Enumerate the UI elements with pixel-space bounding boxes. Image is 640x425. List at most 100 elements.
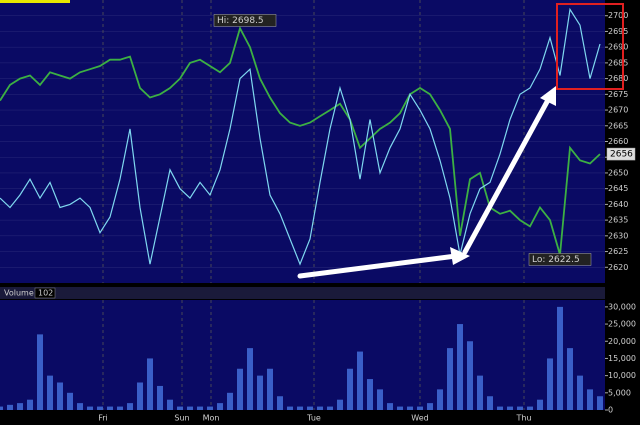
arrows [297, 86, 556, 279]
volume-bar [157, 385, 163, 410]
volume-bar [107, 406, 113, 410]
annotation: 2656 [610, 150, 633, 160]
x-tick-label: Mon [203, 414, 220, 423]
volume-bar [167, 399, 173, 410]
y-tick-label: 0 [608, 406, 613, 415]
volume-bar [197, 406, 203, 410]
y-tick-label: 2635 [608, 216, 628, 225]
volume-bar [517, 406, 523, 410]
volume-bar [177, 406, 183, 410]
volume-bar [457, 324, 463, 410]
volume-bar [97, 406, 103, 410]
volume-bar [487, 396, 493, 410]
volume-bar [137, 382, 143, 410]
y-tick-label: 2660 [608, 137, 628, 146]
volume-bar [127, 403, 133, 410]
y-tick-label: 2690 [608, 43, 628, 52]
volume-bar [507, 406, 513, 410]
y-tick-label: 5,000 [608, 388, 631, 397]
volume-bar [417, 406, 423, 410]
arrow-head [450, 247, 470, 265]
volume-bar [567, 348, 573, 410]
x-tick-label: Sun [174, 414, 189, 423]
volume-bar [267, 368, 273, 410]
series-line [0, 7, 601, 266]
volume-bar [337, 399, 343, 410]
volume-bar [227, 392, 233, 410]
volume-bar [357, 351, 363, 410]
annotation-box [528, 253, 592, 266]
annotation-box [606, 147, 636, 161]
x-tick-label: Thu [515, 414, 531, 423]
volume-bar [47, 375, 53, 410]
volume-bar [77, 403, 83, 410]
volume-header [0, 287, 605, 299]
annotation: Hi: 2698.5 [217, 16, 264, 26]
volume-bar [427, 403, 433, 410]
annotation-box [213, 14, 277, 27]
y-tick-label: 2685 [608, 58, 628, 67]
y-tick-label: 30,000 [608, 302, 636, 311]
y-tick-label: 2630 [608, 231, 628, 240]
volume-bar [67, 392, 73, 410]
volume-title: Volume [4, 289, 34, 298]
arrow-line [297, 253, 459, 279]
volume-bar [377, 389, 383, 410]
volume-bar [497, 406, 503, 410]
annotation: Lo: 2622.5 [532, 255, 580, 265]
volume-bar [7, 404, 13, 410]
volume-bar [17, 403, 23, 410]
volume-bar [147, 358, 153, 410]
volume-bar [467, 341, 473, 410]
series-line [0, 25, 601, 255]
y-tick-label: 2700 [608, 11, 628, 20]
volume-bar [57, 382, 63, 410]
y-tick-label: 2625 [608, 247, 628, 256]
y-tick-label: 2620 [608, 263, 628, 272]
volume-bar [557, 306, 563, 410]
volume-bar [537, 399, 543, 410]
volume-bar [257, 375, 263, 410]
volume-bar [247, 348, 253, 410]
volume-bar [237, 368, 243, 410]
y-tick-label: 2680 [608, 74, 628, 83]
volume-bar [117, 406, 123, 410]
volume-bar [577, 375, 583, 410]
arrow-line [462, 97, 551, 255]
volume-bar [397, 406, 403, 410]
y-tick-label: 2645 [608, 184, 628, 193]
y-tick-label: 15,000 [608, 354, 636, 363]
volume-bar [27, 399, 33, 410]
x-tick-label: Wed [411, 414, 428, 423]
volume-bar [437, 389, 443, 410]
y-tick-label: 25,000 [608, 320, 636, 329]
volume-bar [87, 406, 93, 410]
volume-bar [367, 379, 373, 410]
volume-bar [297, 406, 303, 410]
volume-bar [287, 406, 293, 410]
y-tick-label: 2670 [608, 106, 628, 115]
y-tick-label: 2675 [608, 90, 628, 99]
volume-bar [547, 358, 553, 410]
y-tick-label: 10,000 [608, 371, 636, 380]
volume-bar [597, 396, 603, 410]
x-tick-label: Fri [98, 414, 108, 423]
y-tick-label: 2695 [608, 27, 628, 36]
volume-bar [327, 406, 333, 410]
y-tick-label: 2665 [608, 121, 628, 130]
y-tick-label: 2640 [608, 200, 628, 209]
x-tick-label: Tue [306, 414, 321, 423]
volume-bar [217, 403, 223, 410]
volume-value-box [34, 287, 56, 299]
volume-bar [37, 334, 43, 410]
indicator-strip [0, 0, 70, 3]
volume-bar [0, 406, 3, 410]
y-tick-label: 20,000 [608, 337, 636, 346]
arrow-head [540, 86, 556, 106]
volume-bar [407, 406, 413, 410]
volume-bar [387, 403, 393, 410]
volume-bar [307, 406, 313, 410]
